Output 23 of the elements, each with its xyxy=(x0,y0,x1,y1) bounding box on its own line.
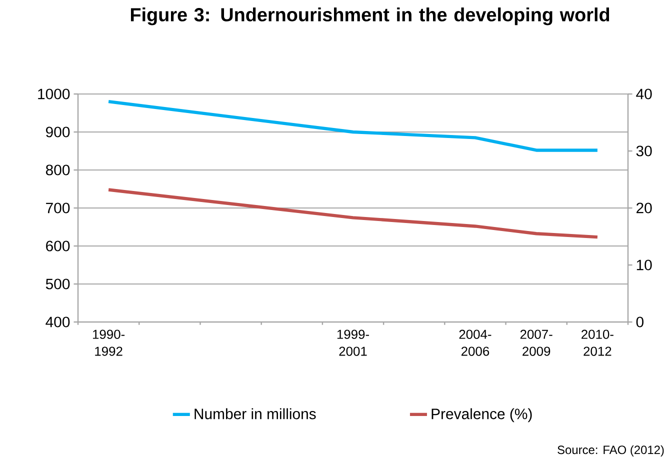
chart-title: Figure 3: Undernourishment in the developing world xyxy=(130,8,610,26)
x-tick-label: 2004-2006 xyxy=(459,330,492,356)
y2-tick-label: 30 xyxy=(636,146,652,156)
x-tick-label: 2007-2009 xyxy=(520,330,552,356)
y2-tick-label: 0 xyxy=(636,316,644,328)
y-tick-label: 1000 xyxy=(38,88,70,100)
legend-label: Prevalence (%) xyxy=(432,408,532,422)
line-series xyxy=(106,100,600,152)
x-tick-label: 1990-1992 xyxy=(92,330,125,356)
y-tick-label: 600 xyxy=(46,240,70,252)
y-tick-label: 800 xyxy=(46,164,70,176)
y-tick-label: 500 xyxy=(46,278,70,290)
y2-tick-label: 40 xyxy=(636,88,652,100)
y2-tick-label: 10 xyxy=(636,260,652,270)
legend-label: Number in millions xyxy=(194,408,316,420)
y-tick-label: 700 xyxy=(46,202,70,214)
y-tick-label: 900 xyxy=(46,126,70,138)
y2-tick-label: 20 xyxy=(636,202,652,214)
x-tick-label: 2010-2012 xyxy=(582,330,614,356)
x-tick-label: 1999-2001 xyxy=(337,330,369,356)
line-series xyxy=(106,188,600,239)
source-note: Source: FAO (2012) xyxy=(558,445,664,456)
y-tick-label: 400 xyxy=(46,316,70,328)
